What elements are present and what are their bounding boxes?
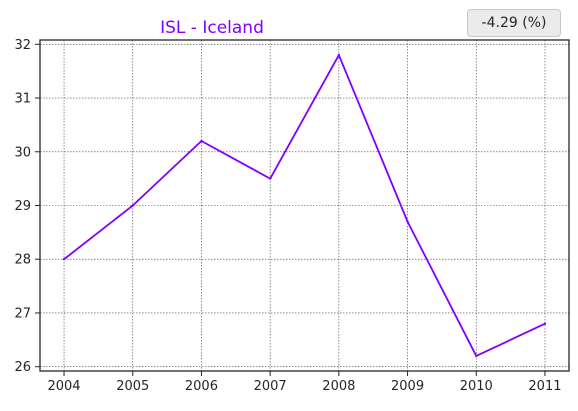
- data-point: [406, 220, 409, 223]
- x-tick-label: 2009: [391, 379, 424, 394]
- series: [62, 53, 547, 358]
- x-tick-label: 2005: [116, 379, 149, 394]
- y-tick-label: 27: [14, 306, 31, 321]
- x-tick-label: 2011: [528, 379, 561, 394]
- y-tick-label: 28: [14, 253, 31, 268]
- data-point: [62, 258, 66, 261]
- x-tick-label: 2010: [460, 379, 493, 394]
- series-line: [63, 54, 546, 357]
- y-tick-label: 30: [14, 145, 31, 160]
- x-tick-labels: 2004 2005 2006 2007 2008 2009 2010 2011: [47, 379, 561, 394]
- y-tick-label: 31: [14, 92, 31, 107]
- y-tick-label: 26: [14, 360, 31, 375]
- data-point: [475, 354, 478, 358]
- grid: [40, 40, 569, 371]
- data-point: [268, 177, 272, 180]
- x-tick-label: 2004: [47, 379, 80, 394]
- data-point: [131, 204, 134, 207]
- x-tick-label: 2006: [185, 379, 218, 394]
- y-tick-labels: 26 27 28 29 30 31 32: [14, 38, 31, 375]
- data-point: [337, 53, 341, 57]
- x-tick-label: 2008: [322, 379, 355, 394]
- x-tick-label: 2007: [254, 379, 287, 394]
- change-badge: -4.29 (%): [467, 9, 561, 37]
- data-point: [200, 139, 203, 143]
- data-point: [543, 322, 547, 325]
- axis-ticks: [35, 43, 546, 376]
- y-tick-label: 29: [14, 199, 31, 214]
- y-tick-label: 32: [14, 38, 31, 53]
- chart-title: ISL - Iceland: [160, 18, 264, 38]
